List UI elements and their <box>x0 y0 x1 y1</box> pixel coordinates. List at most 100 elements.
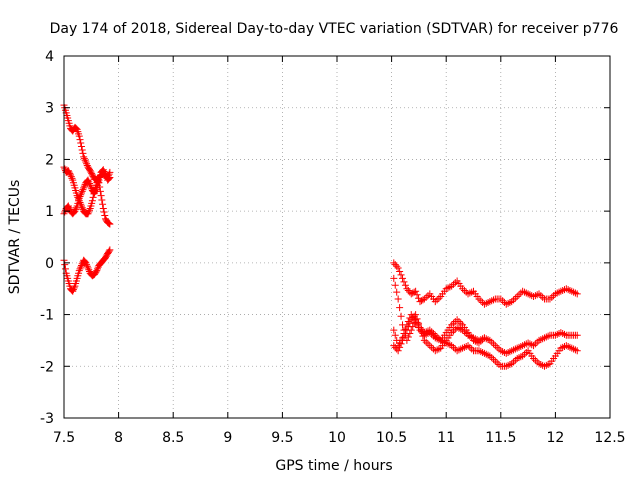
data-point <box>559 286 567 294</box>
data-point <box>455 324 463 332</box>
data-point <box>449 319 457 327</box>
data-point <box>435 336 443 344</box>
data-point <box>506 361 514 369</box>
data-point <box>80 155 88 163</box>
data-point <box>391 281 399 289</box>
data-point <box>531 356 539 364</box>
data-point <box>413 315 421 323</box>
data-point <box>504 299 512 307</box>
data-point <box>491 342 499 350</box>
data-point <box>448 329 456 337</box>
data-point <box>77 191 85 199</box>
data-point <box>433 346 441 354</box>
data-point <box>99 200 107 208</box>
data-point <box>528 341 536 349</box>
data-point <box>390 274 398 282</box>
data-point <box>84 264 92 272</box>
data-point <box>526 291 534 299</box>
data-point <box>513 292 521 300</box>
data-point <box>535 360 543 368</box>
data-point <box>69 287 77 295</box>
data-point <box>391 331 399 339</box>
data-point <box>99 205 107 213</box>
data-point <box>93 267 101 275</box>
x-tick-label: 9 <box>223 430 232 446</box>
data-point <box>477 348 485 356</box>
data-point <box>484 299 492 307</box>
x-tick-label: 7.5 <box>53 430 75 446</box>
data-point <box>544 332 552 340</box>
data-point <box>84 210 92 218</box>
data-point <box>77 263 85 271</box>
data-point <box>396 343 404 351</box>
data-point <box>573 347 581 355</box>
data-point <box>531 340 539 348</box>
data-point <box>101 211 109 219</box>
data-point <box>83 261 91 269</box>
data-point <box>397 340 405 348</box>
data-point <box>502 362 510 370</box>
data-point <box>435 294 443 302</box>
data-point <box>85 180 93 188</box>
data-point <box>442 285 450 293</box>
data-point <box>397 271 405 279</box>
data-point <box>477 297 485 305</box>
data-point <box>401 281 409 289</box>
y-tick-label: 1 <box>45 204 54 220</box>
data-point <box>562 285 570 293</box>
data-point <box>562 342 570 350</box>
data-point <box>105 220 113 228</box>
data-point <box>513 344 521 352</box>
data-point <box>519 287 527 295</box>
data-point <box>83 161 91 169</box>
data-point <box>464 290 472 298</box>
data-point <box>533 291 541 299</box>
data-point <box>87 183 95 191</box>
data-point <box>85 266 93 274</box>
data-point <box>542 361 550 369</box>
data-point <box>433 296 441 304</box>
data-point <box>416 298 424 306</box>
data-point <box>542 333 550 341</box>
data-point <box>468 333 476 341</box>
data-point <box>566 343 574 351</box>
data-point <box>537 292 545 300</box>
data-point <box>65 204 73 212</box>
data-point <box>564 286 572 294</box>
data-point <box>453 347 461 355</box>
data-point <box>530 292 538 300</box>
data-point <box>101 169 109 177</box>
x-tick-label: 12 <box>546 430 564 446</box>
data-point <box>471 335 479 343</box>
data-point <box>76 136 84 144</box>
data-point <box>479 335 487 343</box>
data-point <box>551 331 559 339</box>
data-point <box>546 295 554 303</box>
data-point <box>449 280 457 288</box>
data-point <box>413 291 421 299</box>
data-point <box>504 361 512 369</box>
data-point <box>475 347 483 355</box>
data-point <box>85 208 93 216</box>
data-point <box>497 295 505 303</box>
data-point <box>517 342 525 350</box>
data-point <box>104 219 112 227</box>
data-point <box>99 166 107 174</box>
data-point <box>559 343 567 351</box>
data-point <box>424 330 432 338</box>
data-point <box>61 261 69 269</box>
data-point <box>76 192 84 200</box>
data-point <box>93 265 101 273</box>
data-point <box>79 186 87 194</box>
data-point <box>459 344 467 352</box>
data-point <box>89 193 97 201</box>
data-point <box>77 139 85 147</box>
data-point <box>486 298 494 306</box>
data-point <box>570 288 578 296</box>
data-point <box>422 338 430 346</box>
data-point <box>464 342 472 350</box>
data-point <box>106 220 114 228</box>
data-point <box>431 334 439 342</box>
data-point <box>409 289 417 297</box>
data-point <box>451 279 459 287</box>
